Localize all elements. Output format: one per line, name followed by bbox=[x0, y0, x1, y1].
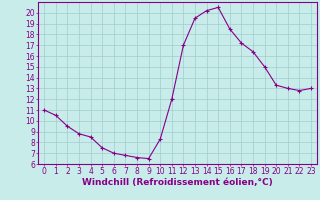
X-axis label: Windchill (Refroidissement éolien,°C): Windchill (Refroidissement éolien,°C) bbox=[82, 178, 273, 187]
